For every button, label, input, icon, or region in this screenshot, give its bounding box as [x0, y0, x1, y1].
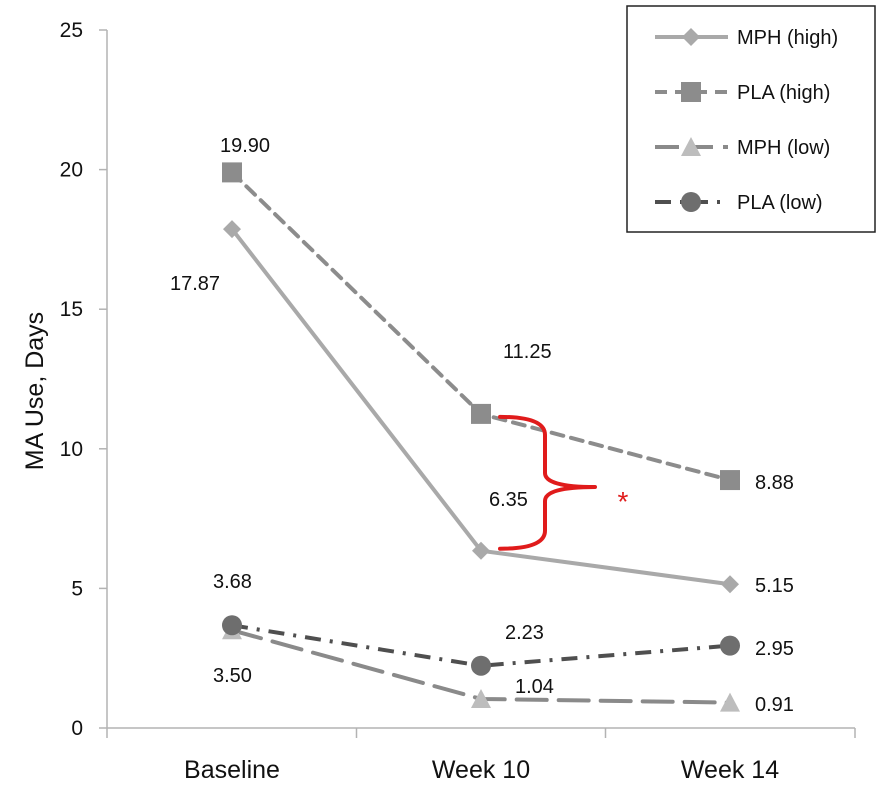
y-axis-label: MA Use, Days: [21, 312, 49, 470]
series-marker-square: [720, 470, 740, 491]
legend-item: MPH (low): [655, 137, 830, 159]
series-line: [231, 623, 731, 668]
series-marker-triangle: [471, 688, 491, 708]
y-tick-label: 0: [71, 717, 83, 740]
series-mph-low: [222, 620, 740, 712]
y-tick-label: 25: [60, 19, 83, 42]
series-layer: [222, 162, 740, 712]
legend-label: MPH (low): [737, 137, 830, 159]
data-label: 1.04: [515, 676, 554, 698]
significance-asterisk: *: [618, 486, 629, 517]
series-marker-square: [471, 403, 491, 424]
series-marker-circle: [222, 615, 242, 636]
legend-label: MPH (high): [737, 27, 838, 49]
x-tick-label: Baseline: [184, 756, 280, 784]
data-label: 2.95: [755, 638, 794, 660]
y-tick-label: 20: [60, 159, 83, 182]
series-marker-circle: [471, 655, 491, 676]
legend: MPH (high) PLA (high) MPH (low) PLA (low): [626, 5, 876, 233]
series-marker-square: [681, 82, 701, 102]
data-label: 3.50: [213, 665, 252, 687]
series-marker-triangle: [720, 692, 740, 712]
y-tick-label: 5: [71, 577, 83, 600]
x-tick-label: Week 14: [681, 756, 779, 784]
legend-item: PLA (high): [655, 82, 830, 104]
series-marker-circle: [681, 192, 701, 212]
x-tick-label: Week 10: [432, 756, 530, 784]
legend-label: PLA (high): [737, 82, 830, 104]
series-marker-diamond: [223, 220, 241, 239]
series-marker-square: [222, 162, 242, 183]
data-label: 17.87: [170, 273, 220, 295]
series-pla-high: [222, 162, 740, 491]
series-pla-low: [222, 615, 740, 676]
data-label: 19.90: [220, 135, 270, 157]
series-marker-diamond: [682, 28, 700, 46]
series-marker-triangle: [681, 137, 701, 156]
y-tick-label: 15: [60, 298, 83, 321]
legend-item: MPH (high): [655, 27, 838, 49]
series-marker-diamond: [472, 541, 490, 560]
series-mph-high: [223, 220, 739, 594]
data-label: 11.25: [503, 341, 552, 363]
series-marker-circle: [720, 635, 740, 656]
data-label: 5.15: [755, 575, 794, 597]
significance-annotation: *: [498, 414, 629, 551]
data-label: 3.68: [213, 571, 252, 593]
data-label: 2.23: [505, 622, 544, 644]
legend-item: PLA (low): [655, 192, 823, 214]
series-marker-diamond: [721, 575, 739, 594]
data-label: 6.35: [489, 489, 528, 511]
axes: 0 5 10 15 20 25 Baseline Week 10 Week 14 MA Use, …: [21, 19, 856, 784]
data-label: 8.88: [755, 472, 794, 494]
y-tick-label: 10: [60, 438, 83, 461]
legend-box: [626, 5, 876, 233]
data-labels: 17.87 19.90 11.25 6.35 8.88 5.15 3.68 3.50 2.23 1…: [170, 135, 794, 716]
legend-label: PLA (low): [737, 192, 823, 214]
data-label: 0.91: [755, 694, 794, 716]
significance-brace: [498, 414, 597, 551]
